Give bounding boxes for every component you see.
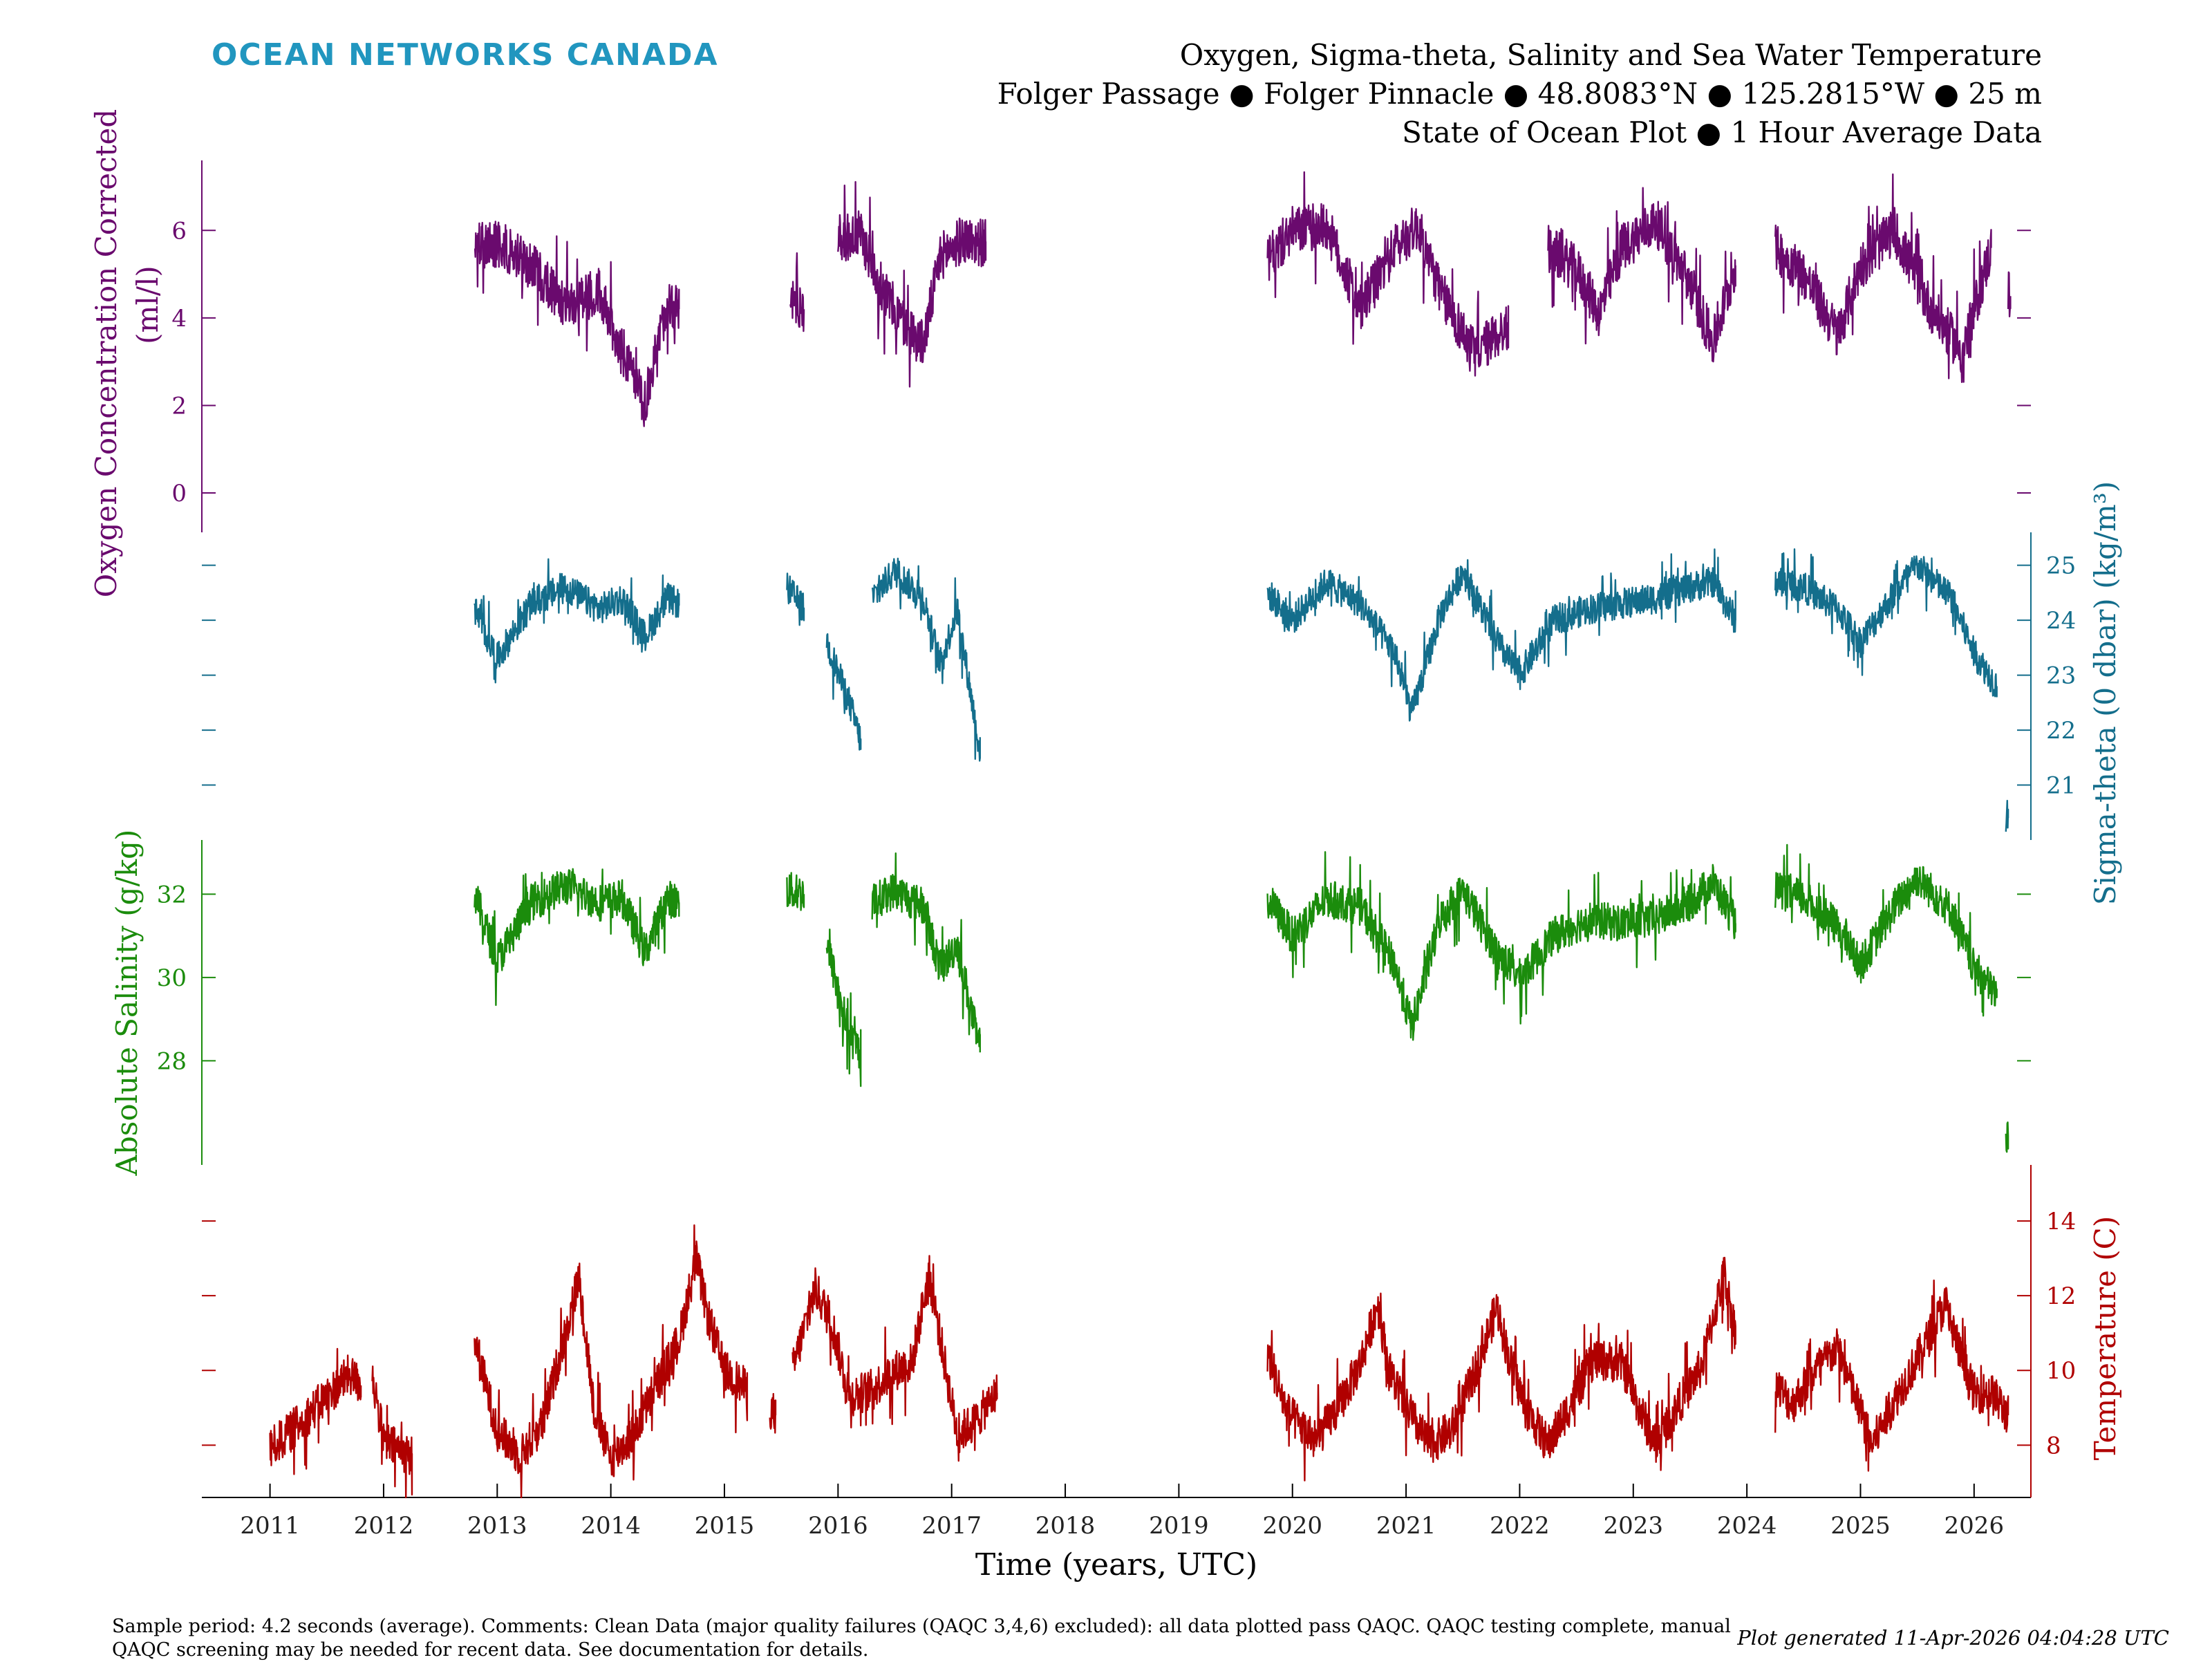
absolute-salinity-axis-label: Absolute Salinity (g/kg) (110, 830, 144, 1177)
oxygen-concentration-corrected-tick-label-4: 4 (171, 305, 187, 333)
absolute-salinity-trace-segment-7 (2005, 1121, 2009, 1153)
absolute-salinity-trace-segment-1 (474, 868, 680, 1007)
chart-location: Folger Passage ● Folger Pinnacle ● 48.80… (997, 77, 2042, 111)
sigma-theta-trace-segment-5 (1266, 548, 1736, 722)
temperature-trace-segment-6 (1266, 1256, 1736, 1482)
x-tick-label-2015: 2015 (695, 1512, 755, 1540)
sigma-theta-tick-label-23: 23 (2046, 662, 2076, 690)
temperature-trace-segment-1 (269, 1347, 362, 1475)
temperature-trace-segment-5 (791, 1255, 998, 1462)
sigma-theta-axis-label: Sigma-theta (0 dbar) (kg/m³) (2088, 481, 2122, 905)
absolute-salinity-tick-label-28: 28 (157, 1047, 187, 1075)
oxygen-concentration-corrected-tick-label-6: 6 (171, 217, 187, 245)
chart-title: Oxygen, Sigma-theta, Salinity and Sea Wa… (1179, 38, 2042, 72)
x-tick-label-2023: 2023 (1604, 1512, 1664, 1540)
temperature-trace-segment-7 (1774, 1279, 2009, 1472)
temperature-tick-label-12: 12 (2046, 1282, 2076, 1310)
absolute-salinity-trace-segment-5 (1266, 851, 1736, 1041)
oxygen-concentration-corrected-trace-segment-4 (1266, 171, 1510, 377)
sigma-theta-trace-segment-2 (786, 572, 805, 626)
sigma-theta-tick-label-22: 22 (2046, 717, 2076, 745)
absolute-salinity-trace-segment-4 (871, 852, 981, 1053)
x-tick-label-2018: 2018 (1035, 1512, 1096, 1540)
x-tick-label-2016: 2016 (808, 1512, 868, 1540)
x-tick-label-2022: 2022 (1490, 1512, 1550, 1540)
oxygen-concentration-corrected-tick-label-2: 2 (171, 392, 187, 420)
absolute-salinity-trace-segment-3 (825, 928, 862, 1087)
x-tick-label-2020: 2020 (1262, 1512, 1322, 1540)
oxygen-concentration-corrected-trace-segment-1 (474, 221, 680, 427)
sigma-theta-tick-label-25: 25 (2046, 552, 2076, 580)
x-tick-label-2013: 2013 (467, 1512, 527, 1540)
sigma-theta-trace-segment-6 (1774, 548, 1998, 698)
temperature-trace-segment-4 (769, 1392, 777, 1434)
ocean-networks-canada-logo: OCEAN NETWORKS CANADA (212, 37, 719, 73)
chart-title-block: Oxygen, Sigma-theta, Salinity and Sea Wa… (997, 36, 2042, 152)
x-tick-label-2021: 2021 (1376, 1512, 1436, 1540)
temperature-tick-label-14: 14 (2046, 1208, 2076, 1235)
sigma-theta-tick-label-21: 21 (2046, 772, 2076, 800)
oxygen-concentration-corrected-tick-label-0: 0 (171, 480, 187, 507)
absolute-salinity-trace-segment-2 (786, 872, 805, 911)
oxygen-concentration-corrected-axis-unit: (ml/l) (131, 265, 165, 344)
sigma-theta-trace-segment-1 (474, 558, 680, 684)
oxygen-concentration-corrected-trace-segment-3 (837, 180, 987, 388)
x-tick-label-2012: 2012 (354, 1512, 414, 1540)
sigma-theta-trace-segment-4 (871, 557, 981, 762)
chart-subtitle: State of Ocean Plot ● 1 Hour Average Dat… (1402, 115, 2042, 149)
x-axis-label: Time (years, UTC) (975, 1547, 1257, 1582)
oxygen-concentration-corrected-trace-segment-2 (789, 252, 805, 333)
x-tick-label-2011: 2011 (240, 1512, 300, 1540)
oxygen-concentration-corrected-trace-segment-5 (1547, 187, 1736, 363)
absolute-salinity-tick-label-32: 32 (157, 881, 187, 908)
x-tick-label-2024: 2024 (1717, 1512, 1777, 1540)
temperature-trace-segment-2 (371, 1365, 413, 1499)
x-tick-label-2014: 2014 (581, 1512, 641, 1540)
temperature-tick-label-8: 8 (2046, 1432, 2061, 1459)
plot-generated-timestamp: Plot generated 11-Apr-2026 04:04:28 UTC (1737, 1626, 2169, 1650)
oxygen-concentration-corrected-trace-segment-6 (1774, 173, 1992, 383)
sigma-theta-trace-segment-3 (825, 633, 862, 751)
x-tick-label-2026: 2026 (1944, 1512, 2005, 1540)
temperature-axis-label: Temperature (C) (2088, 1216, 2122, 1460)
absolute-salinity-trace-segment-6 (1774, 843, 1998, 1017)
footer-comments: Sample period: 4.2 seconds (average). Co… (112, 1616, 1731, 1661)
temperature-trace-segment-3 (474, 1224, 749, 1499)
oxygen-concentration-corrected-axis-label: Oxygen Concentration Corrected (89, 109, 123, 597)
x-tick-label-2025: 2025 (1830, 1512, 1891, 1540)
sigma-theta-trace-segment-7 (2005, 799, 2009, 832)
sigma-theta-tick-label-24: 24 (2046, 607, 2076, 635)
x-tick-label-2019: 2019 (1149, 1512, 1209, 1540)
x-tick-label-2017: 2017 (921, 1512, 982, 1540)
temperature-tick-label-10: 10 (2046, 1357, 2076, 1385)
oxygen-concentration-corrected-trace-segment-7 (2007, 271, 2012, 317)
absolute-salinity-tick-label-30: 30 (157, 964, 187, 992)
